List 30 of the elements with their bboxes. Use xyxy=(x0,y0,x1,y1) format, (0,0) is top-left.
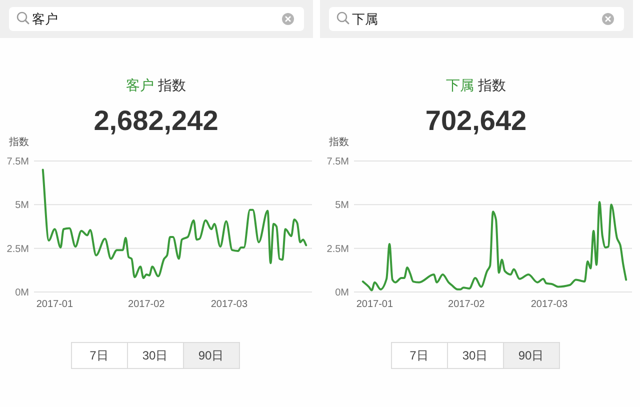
text: 客户 xyxy=(32,12,58,26)
y-tick-label: 7.5M xyxy=(326,156,349,168)
x-tick-label: 2017-02 xyxy=(128,299,166,310)
x-tick-label: 2017-01 xyxy=(36,299,74,310)
chart-subtitle: 702,642 xyxy=(425,105,527,136)
text: 7日 xyxy=(90,348,108,362)
text: 90日 xyxy=(198,348,224,362)
chart-title: 客户 指数 xyxy=(126,77,186,93)
line-series xyxy=(362,201,628,292)
y-tick-label: 2.5M xyxy=(6,244,29,255)
x-tick-label: 2017-02 xyxy=(448,299,486,310)
y-tick-label: 5M xyxy=(15,200,29,212)
y-axis-title: 指数 xyxy=(328,136,349,148)
x-tick-label: 2017-03 xyxy=(530,299,568,310)
y-tick-label: 5M xyxy=(335,200,349,212)
text: 90日 xyxy=(518,348,544,362)
y-tick-label: 7.5M xyxy=(6,156,29,168)
text: 30日 xyxy=(462,348,488,362)
text: 30日 xyxy=(142,348,168,362)
chart-title: 下属 指数 xyxy=(446,77,506,93)
x-tick-label: 2017-03 xyxy=(210,299,248,310)
y-tick-label: 2.5M xyxy=(326,244,349,255)
y-tick-label: 0M xyxy=(335,288,349,298)
line-series xyxy=(42,168,308,280)
x-tick-label: 2017-01 xyxy=(356,299,394,310)
y-axis-title: 指数 xyxy=(8,136,29,148)
text: 下属 xyxy=(352,12,378,26)
y-tick-label: 0M xyxy=(15,288,29,298)
chart-subtitle: 2,682,242 xyxy=(94,105,218,136)
text: 7日 xyxy=(410,348,428,362)
